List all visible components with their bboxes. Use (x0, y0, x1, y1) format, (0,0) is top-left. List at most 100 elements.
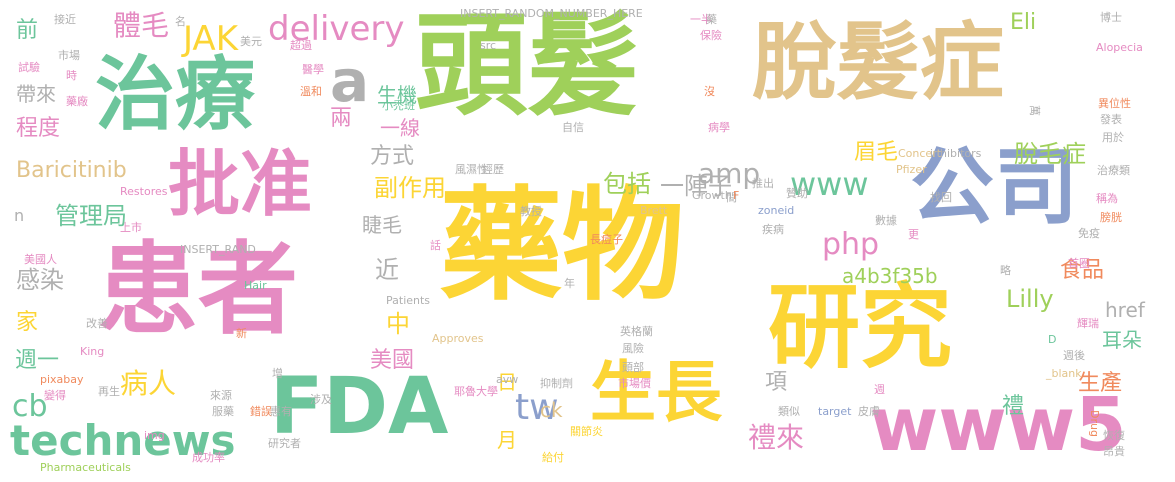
cloud-word: 小禿班 (382, 99, 415, 112)
cloud-word: pixabay (40, 373, 84, 386)
cloud-word: 美國 (370, 348, 415, 373)
cloud-word: 溫和 (300, 85, 322, 98)
cloud-word: 一陣子 (660, 172, 732, 200)
cloud-word: 耳朵 (1102, 328, 1142, 352)
cloud-word: avw (496, 373, 519, 386)
cloud-word: 治療 (95, 48, 255, 141)
cloud-word: INSERT_RAND (180, 243, 256, 256)
cloud-word: 教授 (520, 205, 542, 218)
cloud-word: 生長 (590, 354, 722, 431)
cloud-word: amp (698, 157, 761, 190)
cloud-word: 包括 (603, 170, 651, 198)
cloud-word: img (144, 429, 165, 442)
cloud-word: 研究者 (268, 437, 301, 450)
cloud-word: 醫學 (302, 63, 324, 76)
cloud-word: 錯誤 (250, 405, 272, 418)
cloud-word: 食品 (1060, 258, 1105, 283)
cloud-word: 兩 (330, 106, 353, 131)
cloud-word: 類似 (778, 405, 800, 418)
cloud-word: 時 (66, 69, 77, 82)
cloud-word: 患者 (98, 231, 298, 348)
cloud-word: 昂貴 (1103, 445, 1125, 458)
cloud-word: 批准 (168, 142, 313, 226)
cloud-word: 上市 (120, 221, 142, 234)
cloud-word: 治療類 (1097, 164, 1130, 177)
cloud-word: F (733, 189, 740, 202)
cloud-word: Alopecia (1096, 41, 1143, 54)
cloud-word: 週後 (1063, 349, 1085, 362)
cloud-word: target (818, 405, 852, 418)
cloud-word: FDA (270, 362, 449, 452)
cloud-word: a4b3f35b (842, 264, 938, 288)
cloud-word: 推出 (752, 177, 774, 190)
cloud-word: n (14, 206, 25, 225)
cloud-word: Lilly (1006, 285, 1054, 313)
cloud-word: 抑制劑 (540, 377, 573, 390)
cloud-word: Growth (692, 189, 732, 202)
cloud-word: 新 (236, 327, 247, 340)
cloud-word: 月 (497, 428, 517, 452)
cloud-word: 膀胱 (1100, 211, 1122, 224)
cloud-word: delivery (268, 9, 405, 49)
cloud-word: 日 (497, 370, 517, 394)
cloud-word: 博士 (1100, 11, 1122, 24)
cloud-word: 病人 (120, 367, 177, 400)
cloud-word: 給付 (542, 451, 564, 464)
cloud-word: Drug (1088, 410, 1101, 437)
cloud-word: 服藥 (212, 405, 234, 418)
cloud-word: 惠有 (270, 405, 292, 418)
cloud-word: 頭髮 (415, 1, 639, 131)
cloud-word: www (790, 165, 869, 203)
cloud-word: Pharmaceuticals (40, 461, 131, 474)
cloud-word: 家 (16, 310, 39, 335)
cloud-word: 方式 (370, 144, 415, 169)
cloud-word: 管理局 (55, 202, 127, 230)
cloud-word: 生機 (377, 83, 417, 107)
cloud-word: Pfizer (896, 163, 927, 176)
cloud-word: 副作用 (374, 174, 446, 202)
cloud-word: 美元 (240, 35, 262, 48)
cloud-word: 近 (375, 256, 399, 284)
cloud-word: 長痘子 (590, 233, 623, 246)
cloud-word: 超過 (290, 39, 312, 52)
cloud-word: 贊助 (786, 187, 808, 200)
cloud-word: 首圈 (1068, 257, 1090, 270)
cloud-word: 美國人 (24, 253, 57, 266)
cloud-word: 經歷 (482, 163, 504, 176)
cloud-word: 話 (430, 239, 441, 252)
cloud-word: 關節炎 (570, 425, 603, 438)
cloud-word: JAK (183, 19, 238, 59)
cloud-word: 數據 (875, 214, 897, 227)
cloud-word: 研究 (768, 274, 953, 381)
cloud-word: 頭部 (622, 361, 644, 374)
cloud-word: Restores (120, 185, 168, 198)
cloud-word: 市場價 (618, 377, 651, 390)
cloud-word: 中 (386, 310, 410, 338)
cloud-word: 涉及 (310, 393, 332, 406)
cloud-word: 項 (765, 370, 788, 395)
cloud-word: a (330, 47, 370, 115)
cloud-word: 脫髮症 (752, 13, 1005, 111)
cloud-word: 免疫 (1078, 227, 1100, 240)
cloud-word: 成功率 (192, 451, 225, 464)
cloud-word: 自信 (562, 121, 584, 134)
cloud-word: 週 (874, 383, 885, 396)
cloud-word: 再生 (98, 385, 120, 398)
cloud-word: 藥 (706, 13, 717, 26)
cloud-word: src (480, 39, 497, 52)
cloud-word: 增 (272, 367, 283, 380)
cloud-word: Concert (898, 147, 942, 160)
cloud-word: 輝瑞 (1077, 317, 1099, 330)
cloud-word: Hair (244, 279, 267, 292)
cloud-word: _blank (1046, 367, 1082, 380)
cloud-word: INSERT_RANDOM_NUMBER_HERE (460, 7, 643, 20)
cloud-word: 耶魯大學 (454, 385, 498, 398)
cloud-word: 感染 (16, 266, 64, 294)
cloud-word: Baricitinib (16, 158, 127, 183)
cloud-word: 皮膚 (858, 405, 880, 418)
cloud-word: php (822, 227, 880, 262)
cloud-word: 來源 (210, 389, 232, 402)
cloud-word: 年 (564, 277, 575, 290)
cloud-word: 一半 (690, 13, 712, 26)
